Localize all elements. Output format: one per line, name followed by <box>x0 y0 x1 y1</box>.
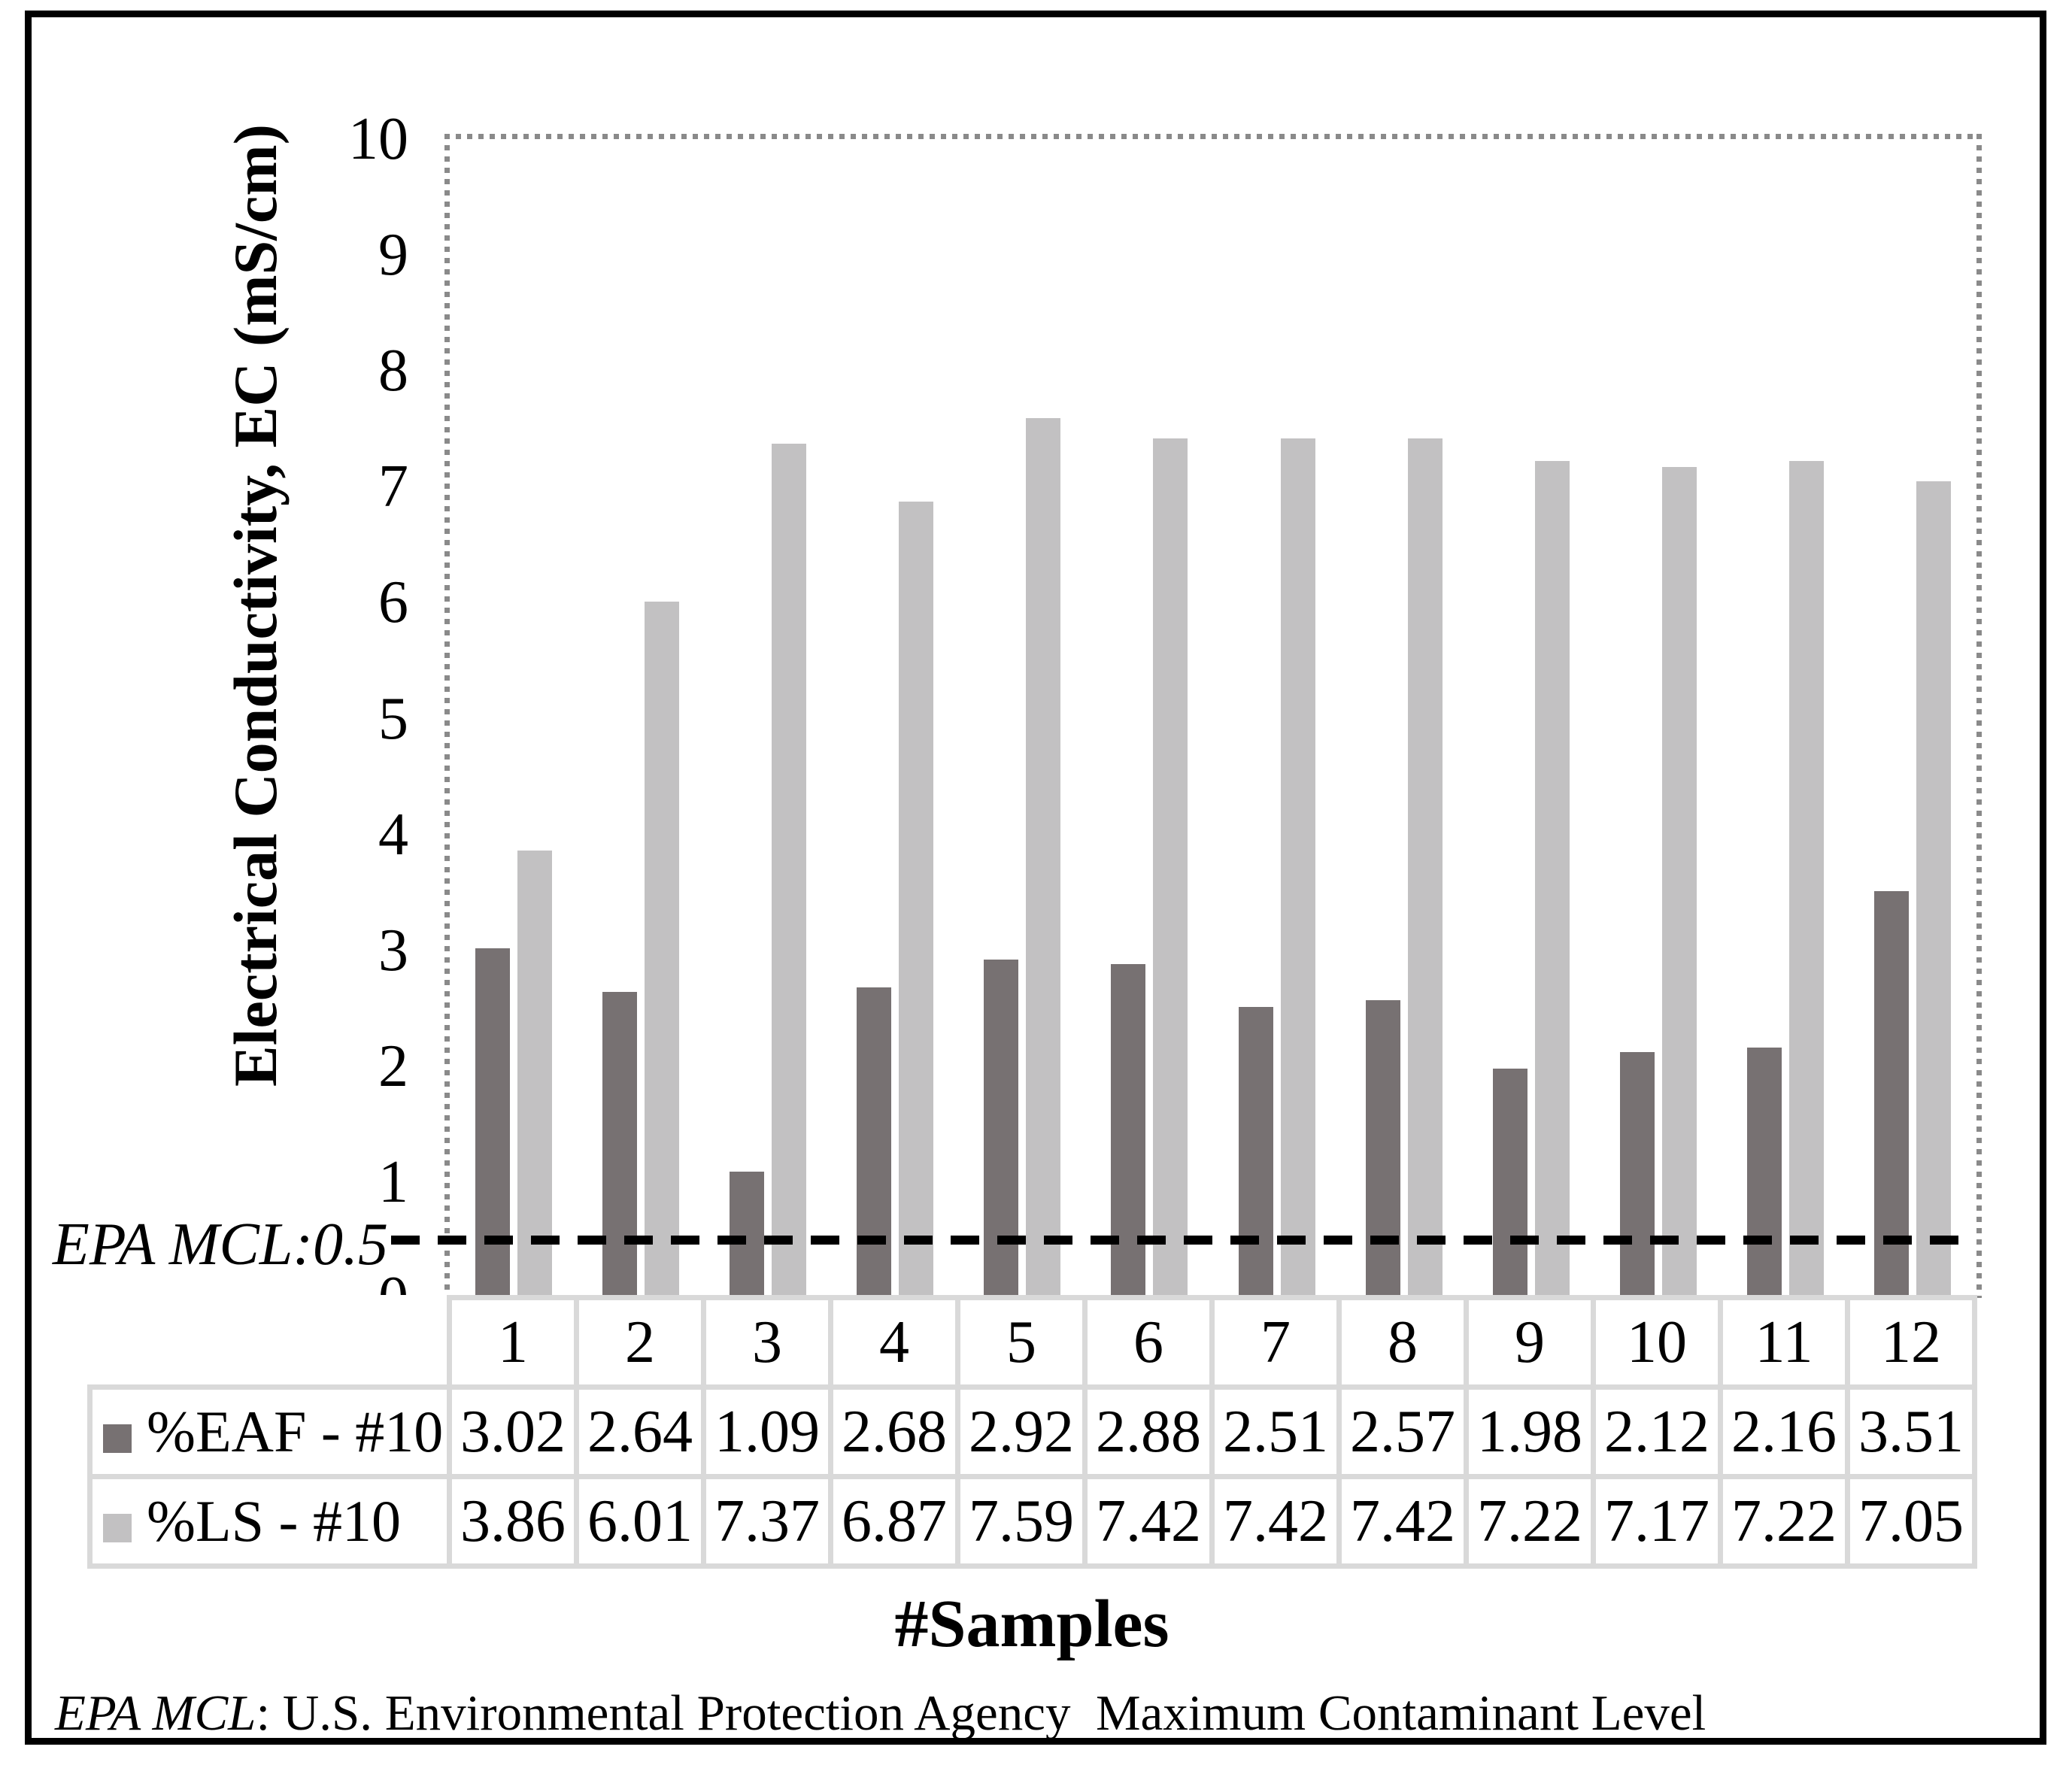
sample-number-cell: 12 <box>1845 1295 1977 1390</box>
bar-ls-10-sample-7 <box>1280 438 1315 1298</box>
value-cell-ls-10: 7.05 <box>1845 1474 1977 1569</box>
bar-ls-10-sample-9 <box>1534 461 1570 1298</box>
chart-data-table: 1 2 3 4 5 6 7 8 9 10 11 12 %EAF - #10 3.02 2.64 1.09 2.6… <box>87 1295 1977 1569</box>
value-cell-ls-10: 6.87 <box>828 1474 960 1569</box>
sample-number-cell: 7 <box>1209 1295 1342 1390</box>
bar-eaf-10-sample-10 <box>1620 1052 1655 1298</box>
value-cell-ls-10: 3.86 <box>447 1474 579 1569</box>
y-axis-tick-label: 4 <box>378 801 408 868</box>
value-cell-ls-10: 7.42 <box>1082 1474 1215 1569</box>
plot-area <box>450 139 1976 1298</box>
bar-eaf-10-sample-6 <box>1111 964 1146 1298</box>
bar-ls-10-sample-3 <box>771 444 806 1298</box>
legend-label: %LS - #10 <box>147 1488 401 1554</box>
bar-ls-10-sample-5 <box>1026 418 1061 1298</box>
sample-number-cell: 3 <box>701 1295 833 1390</box>
bar-ls-10-sample-4 <box>899 502 934 1298</box>
value-cell-eaf-10: 1.09 <box>701 1384 833 1479</box>
bar-ls-10-sample-12 <box>1916 481 1952 1298</box>
value-cell-eaf-10: 3.02 <box>447 1384 579 1479</box>
bar-ls-10-sample-10 <box>1662 467 1697 1298</box>
bar-eaf-10-sample-11 <box>1747 1048 1782 1298</box>
y-axis-tick-label: 10 <box>348 106 408 172</box>
value-cell-ls-10: 7.22 <box>1464 1474 1596 1569</box>
value-cell-eaf-10: 1.98 <box>1464 1384 1596 1479</box>
value-cell-eaf-10: 2.16 <box>1718 1384 1850 1479</box>
sample-number-cell: 6 <box>1082 1295 1215 1390</box>
sample-number-cell: 1 <box>447 1295 579 1390</box>
sample-number-cell: 10 <box>1591 1295 1723 1390</box>
bar-eaf-10-sample-3 <box>729 1172 764 1298</box>
y-axis-tick-label: 5 <box>378 685 408 752</box>
bar-ls-10-sample-1 <box>517 851 552 1298</box>
plot-border-right <box>1976 134 1982 1298</box>
y-axis-title: Electrical Conductivity, EC (mS/cm) <box>221 124 290 1087</box>
plot-border-top <box>444 134 1982 139</box>
sample-number-cell: 8 <box>1336 1295 1469 1390</box>
sample-number-cell: 5 <box>955 1295 1088 1390</box>
legend-label: %EAF - #10 <box>147 1399 444 1464</box>
epa-mcl-reference-line <box>391 1236 1976 1245</box>
bar-ls-10-sample-2 <box>644 601 679 1298</box>
bar-ls-10-sample-8 <box>1407 438 1443 1298</box>
footnote-text: : U.S. Environmental Protection Agency M… <box>256 1685 1706 1741</box>
table-corner-blank <box>90 1298 450 1387</box>
bar-eaf-10-sample-1 <box>475 948 510 1298</box>
y-axis-tick-label: 7 <box>378 453 408 520</box>
legend-cell-ls-10: %LS - #10 <box>87 1474 452 1569</box>
value-cell-eaf-10: 2.68 <box>828 1384 960 1479</box>
sample-number-cell: 4 <box>828 1295 960 1390</box>
value-cell-ls-10: 7.17 <box>1591 1474 1723 1569</box>
value-cell-eaf-10: 2.92 <box>955 1384 1088 1479</box>
plot-border-left <box>444 134 450 1298</box>
value-cell-ls-10: 7.42 <box>1209 1474 1342 1569</box>
footnote: EPA MCL: U.S. Environmental Protection A… <box>55 1685 1980 1742</box>
epa-mcl-line-label: EPA MCL:0.5 <box>53 1211 388 1278</box>
value-cell-eaf-10: 3.51 <box>1845 1384 1977 1479</box>
value-cell-ls-10: 7.59 <box>955 1474 1088 1569</box>
y-axis-tick-label: 9 <box>378 222 408 289</box>
legend-swatch-icon-ls-10 <box>103 1514 132 1542</box>
legend-swatch-icon-eaf-10 <box>103 1424 132 1453</box>
value-cell-ls-10: 7.42 <box>1336 1474 1469 1569</box>
bar-eaf-10-sample-7 <box>1238 1007 1273 1298</box>
x-axis-title: #Samples <box>894 1587 1169 1661</box>
bar-eaf-10-sample-2 <box>602 992 637 1298</box>
y-axis-tick-label: 6 <box>378 569 408 636</box>
bar-ls-10-sample-6 <box>1153 438 1188 1298</box>
footnote-term: EPA MCL <box>55 1685 256 1741</box>
bar-eaf-10-sample-12 <box>1874 891 1910 1298</box>
value-cell-eaf-10: 2.64 <box>574 1384 706 1479</box>
value-cell-eaf-10: 2.51 <box>1209 1384 1342 1479</box>
bar-eaf-10-sample-4 <box>857 987 892 1298</box>
y-axis-tick-label: 2 <box>378 1033 408 1099</box>
sample-number-cell: 11 <box>1718 1295 1850 1390</box>
value-cell-ls-10: 6.01 <box>574 1474 706 1569</box>
legend-cell-eaf-10: %EAF - #10 <box>87 1384 452 1479</box>
bar-eaf-10-sample-5 <box>984 960 1019 1298</box>
bar-eaf-10-sample-9 <box>1492 1068 1527 1298</box>
value-cell-ls-10: 7.22 <box>1718 1474 1850 1569</box>
value-cell-eaf-10: 2.88 <box>1082 1384 1215 1479</box>
sample-number-cell: 9 <box>1464 1295 1596 1390</box>
y-axis-tick-label: 1 <box>378 1148 408 1215</box>
value-cell-ls-10: 7.37 <box>701 1474 833 1569</box>
bar-eaf-10-sample-8 <box>1365 999 1400 1298</box>
value-cell-eaf-10: 2.57 <box>1336 1384 1469 1479</box>
y-axis-tick-label: 8 <box>378 338 408 405</box>
bar-ls-10-sample-11 <box>1789 461 1825 1298</box>
sample-number-cell: 2 <box>574 1295 706 1390</box>
y-axis-tick-label: 3 <box>378 917 408 984</box>
value-cell-eaf-10: 2.12 <box>1591 1384 1723 1479</box>
